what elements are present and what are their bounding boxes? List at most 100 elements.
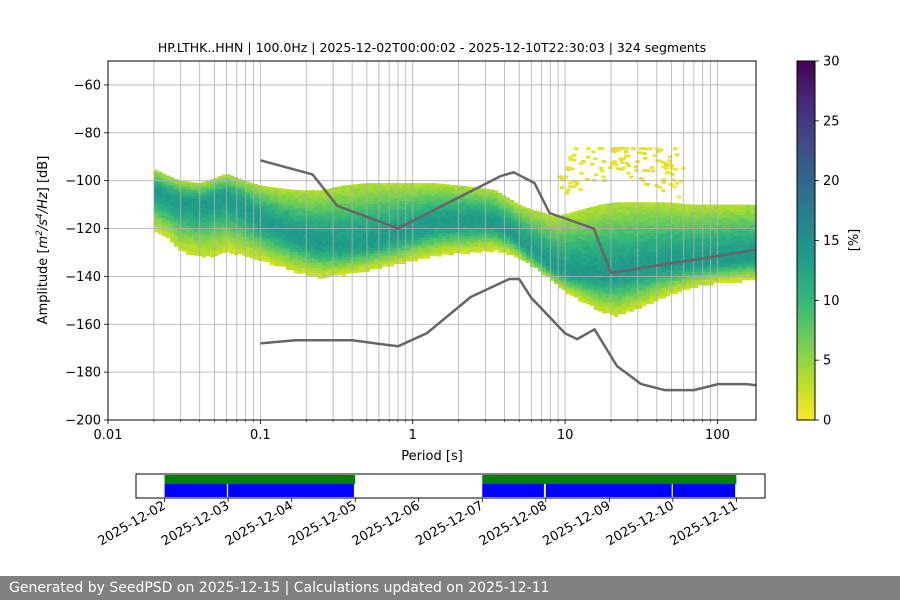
density-cell — [625, 238, 631, 242]
density-cell — [177, 245, 183, 249]
density-cell — [609, 260, 615, 264]
density-cell — [465, 209, 471, 213]
density-cell — [157, 195, 163, 198]
density-cell — [317, 208, 323, 212]
density-cell — [697, 277, 703, 281]
density-cell — [737, 238, 743, 242]
density-cell — [253, 238, 259, 242]
density-cell — [465, 241, 471, 244]
density-cell — [469, 207, 475, 211]
density-cell — [693, 209, 699, 213]
density-cell — [221, 195, 227, 199]
density-cell — [629, 212, 635, 216]
density-cell — [385, 253, 391, 257]
density-cell — [309, 239, 315, 243]
density-cell — [181, 246, 187, 249]
density-cell — [633, 303, 639, 307]
density-cell — [389, 203, 395, 207]
density-cell — [393, 203, 399, 207]
density-cell — [613, 272, 619, 276]
density-cell — [237, 230, 243, 234]
density-cell — [561, 266, 567, 270]
density-cell — [377, 232, 383, 236]
density-cell — [429, 250, 435, 254]
density-cell — [585, 283, 591, 287]
density-cell — [585, 218, 591, 222]
density-cell — [505, 210, 511, 214]
density-cell — [705, 212, 711, 216]
density-cell — [241, 203, 247, 207]
density-cell — [341, 247, 347, 251]
density-cell — [245, 238, 251, 242]
density-cell — [485, 191, 491, 195]
density-cell — [613, 298, 619, 302]
density-cell — [353, 249, 359, 253]
density-cell — [717, 225, 723, 229]
density-cell — [525, 260, 531, 263]
density-cell — [233, 190, 239, 193]
density-cell — [157, 187, 163, 191]
density-cell — [337, 235, 343, 239]
density-cell — [213, 188, 219, 191]
density-cell — [277, 240, 283, 243]
density-cell — [309, 255, 315, 259]
density-cell — [325, 220, 331, 223]
density-cell — [589, 222, 595, 226]
density-cell — [721, 241, 727, 244]
density-cell — [493, 247, 499, 251]
density-cell — [721, 209, 727, 213]
density-cell — [601, 237, 607, 241]
density-cell — [153, 174, 159, 178]
density-cell — [485, 212, 491, 216]
density-cell — [425, 196, 431, 199]
density-cell — [633, 264, 639, 268]
density-cell — [265, 246, 271, 250]
density-cell — [565, 231, 571, 235]
density-cell — [433, 237, 439, 241]
density-cell — [665, 238, 671, 242]
density-cell — [685, 222, 691, 226]
density-cell — [161, 217, 167, 221]
density-cell — [645, 246, 651, 250]
density-cell — [505, 239, 511, 242]
density-cell — [673, 236, 679, 240]
density-cell — [621, 249, 627, 252]
density-cell — [269, 231, 275, 235]
density-cell — [421, 188, 427, 192]
density-cell — [461, 240, 467, 244]
density-cell — [753, 222, 756, 226]
density-cell — [581, 271, 587, 275]
density-cell — [669, 252, 675, 256]
density-cell — [469, 218, 475, 221]
density-cell — [381, 224, 387, 228]
density-cell — [309, 270, 315, 274]
density-cell — [441, 212, 447, 216]
density-cell — [289, 233, 295, 237]
density-cell — [397, 261, 403, 264]
density-cell — [469, 244, 475, 247]
density-cell — [369, 211, 375, 215]
density-cell — [249, 237, 255, 241]
density-cell — [337, 201, 343, 205]
density-cell — [693, 280, 699, 283]
density-cell — [285, 222, 291, 226]
density-cell — [645, 204, 651, 208]
density-cell — [613, 296, 619, 299]
density-cell — [713, 246, 719, 250]
density-cell — [361, 261, 367, 265]
density-cell — [353, 212, 359, 216]
density-cell — [321, 207, 327, 211]
density-cell — [397, 237, 403, 241]
density-cell — [637, 249, 643, 252]
density-cell — [601, 211, 607, 215]
outlier-cell — [641, 147, 646, 151]
density-cell — [217, 189, 223, 192]
density-cell — [249, 247, 255, 251]
density-cell — [641, 207, 647, 211]
density-cell — [473, 236, 479, 240]
density-cell — [693, 269, 699, 273]
density-cell — [425, 255, 431, 259]
density-cell — [625, 220, 631, 224]
density-cell — [181, 220, 187, 223]
density-cell — [589, 238, 595, 241]
